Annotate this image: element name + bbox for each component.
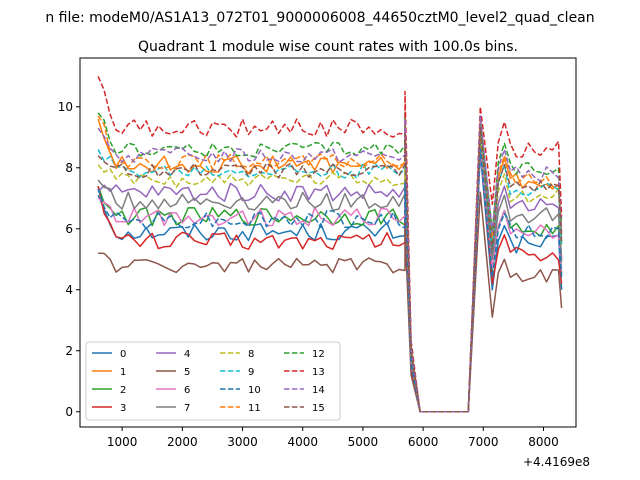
series-line-14 [97,115,563,413]
legend-label-15: 15 [312,403,325,414]
x-tick-label: 6000 [408,435,439,449]
x-tick-label: 8000 [528,435,559,449]
y-tick-label: 4 [65,283,73,297]
x-tick-label: 7000 [468,435,499,449]
x-axis-offset-label: +4.4169e8 [523,455,590,469]
legend-label-0: 0 [120,349,126,360]
x-tick-label: 4000 [287,435,318,449]
y-axis: 0 2 4 6 8 10 [58,100,80,419]
plot-area [79,57,577,428]
series-line-15 [97,127,563,413]
legend-label-11: 11 [248,403,261,414]
y-tick-label: 10 [58,100,73,114]
legend-label-10: 10 [248,385,261,396]
legend-label-4: 4 [184,349,190,360]
x-tick-label: 3000 [227,435,258,449]
axes-frame [79,57,577,428]
legend-label-8: 8 [248,349,254,360]
legend-label-1: 1 [120,367,126,378]
legend-label-7: 7 [184,403,190,414]
y-tick-label: 6 [65,222,73,236]
legend-box [85,341,341,421]
chart-title: Quadrant 1 module wise count rates with … [138,39,518,55]
series-layer [97,76,563,413]
x-axis: 1000 2000 3000 4000 5000 6000 7000 8000 [107,427,559,449]
legend-label-6: 6 [184,385,190,396]
legend-label-3: 3 [120,403,126,414]
y-tick-label: 2 [65,344,73,358]
series-line-8 [97,130,563,413]
series-line-5 [98,191,563,413]
legend-label-5: 5 [184,367,190,378]
legend-label-13: 13 [312,367,325,378]
y-tick-label: 8 [65,161,73,175]
legend-label-2: 2 [120,385,126,396]
legend-label-9: 9 [248,367,254,378]
legend-label-12: 12 [312,349,325,360]
legend-label-14: 14 [312,385,325,396]
figure-suptitle: n file: modeM0/AS1A13_072T01_9000006008_… [45,10,594,26]
series-line-10 [97,148,563,413]
x-tick-label: 1000 [107,435,138,449]
x-tick-label: 2000 [167,435,198,449]
y-tick-label: 0 [65,405,73,419]
series-line-13 [97,76,563,413]
x-tick-label: 5000 [348,435,379,449]
